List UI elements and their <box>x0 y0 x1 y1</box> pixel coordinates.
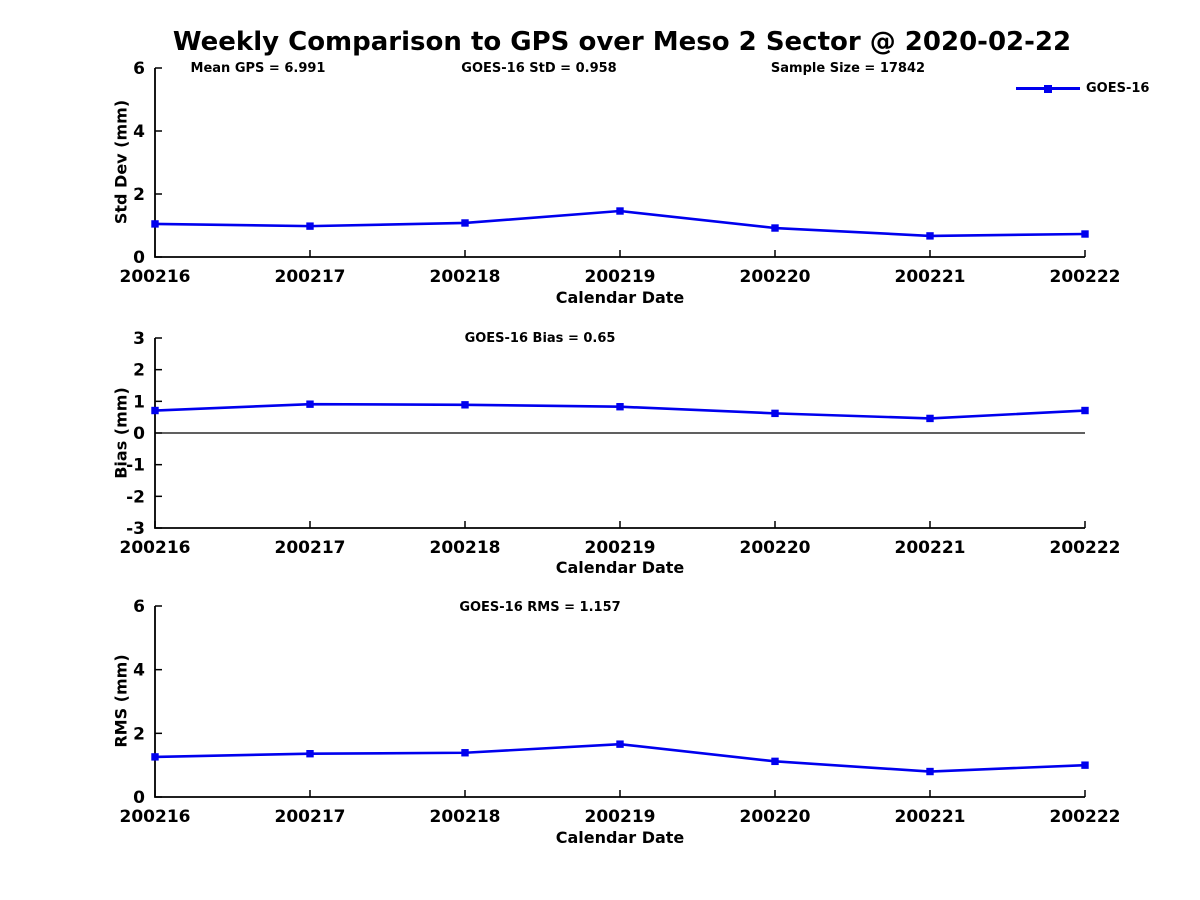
legend-line-sample <box>1016 84 1080 93</box>
std-dev-x-tick-label: 200220 <box>740 267 811 287</box>
rms-y-tick-label: 6 <box>133 597 145 617</box>
rms-x-tick-label: 200220 <box>740 807 811 827</box>
bias-y-tick-label: 2 <box>133 361 145 381</box>
std-dev-x-tick-label: 200221 <box>895 267 966 287</box>
bias-data-point-marker <box>771 409 779 418</box>
std-dev-data-point-marker <box>771 224 779 232</box>
std-dev-chart: 0 2 4 6 200216 200217 200218 200219 200220 200221… <box>120 59 1121 287</box>
legend: GOES-16 <box>1016 81 1149 96</box>
bias-x-tick-label: 200219 <box>585 538 656 558</box>
std-dev-y-tick-label: 6 <box>133 59 145 79</box>
bias-x-tick-label: 200222 <box>1050 538 1121 558</box>
rms-y-tick-label: 0 <box>133 788 145 808</box>
rms-x-tick-label: 200216 <box>120 807 191 827</box>
legend-square-marker-icon <box>1044 84 1052 93</box>
rms-data-point-marker <box>771 757 779 766</box>
bias-chart: -3 -2 -1 0 1 2 3 200216 200217 200218 200219 200220… <box>120 329 1121 558</box>
rms-panel-title: GOES-16 RMS = 1.157 <box>459 600 621 615</box>
rms-x-tick-label: 200219 <box>585 807 656 827</box>
legend-label: GOES-16 <box>1086 81 1150 96</box>
rms-x-tick-label: 200218 <box>430 807 501 827</box>
rms-x-tick-label: 200222 <box>1050 807 1121 827</box>
std-dev-data-point-marker <box>1081 230 1089 238</box>
bias-y-tick-label: -1 <box>126 456 145 476</box>
stat-mean-gps: Mean GPS = 6.991 <box>190 61 326 76</box>
bias-data-point-marker <box>616 403 624 411</box>
std-dev-y-axis-label: Std Dev (mm) <box>111 99 131 225</box>
bias-x-axis-label: Calendar Date <box>555 558 685 577</box>
bias-data-point-marker <box>1081 406 1089 415</box>
bias-x-tick-label: 200216 <box>120 538 191 558</box>
rms-data-point-marker <box>306 750 314 758</box>
std-dev-x-tick-label: 200218 <box>430 267 501 287</box>
stat-goes16-std: GOES-16 StD = 0.958 <box>461 61 617 76</box>
bias-data-point-marker <box>306 400 314 408</box>
rms-data-point-marker <box>461 749 469 757</box>
std-dev-axes-spines <box>154 68 1085 258</box>
std-dev-data-point-marker <box>616 207 624 215</box>
stat-sample-size: Sample Size = 17842 <box>770 61 926 76</box>
std-dev-y-tick-label: 4 <box>133 122 145 142</box>
bias-y-tick-label: -2 <box>126 487 145 507</box>
std-dev-x-tick-label: 200217 <box>275 267 346 287</box>
rms-data-point-marker <box>151 753 159 761</box>
bias-y-axis-label: Bias (mm) <box>111 387 131 479</box>
bias-y-tick-label: 1 <box>133 392 145 412</box>
std-dev-data-point-marker <box>926 232 934 240</box>
bias-y-tick-label: -3 <box>126 519 145 539</box>
std-dev-x-axis-label: Calendar Date <box>555 288 685 307</box>
std-dev-x-tick-label: 200222 <box>1050 267 1121 287</box>
bias-data-point-marker <box>926 414 934 423</box>
std-dev-x-tick-label: 200216 <box>120 267 191 287</box>
bias-x-tick-label: 200217 <box>275 538 346 558</box>
rms-x-axis-label: Calendar Date <box>555 828 685 847</box>
std-dev-data-point-marker <box>461 219 469 227</box>
bias-data-point-marker <box>151 406 159 415</box>
rms-data-point-marker <box>1081 761 1089 769</box>
std-dev-data-point-marker <box>151 220 159 228</box>
rms-data-point-marker <box>926 767 934 776</box>
std-dev-goes16-line <box>154 209 1086 238</box>
rms-x-tick-label: 200217 <box>275 807 346 827</box>
bias-y-tick-label: 3 <box>133 329 145 349</box>
bias-data-point-marker <box>461 401 469 409</box>
rms-y-tick-label: 4 <box>133 661 145 681</box>
std-dev-x-tick-label: 200219 <box>585 267 656 287</box>
bias-panel-title: GOES-16 Bias = 0.65 <box>464 331 616 346</box>
rms-y-axis-label: RMS (mm) <box>111 654 131 748</box>
std-dev-data-point-marker <box>306 222 314 230</box>
rms-x-tick-label: 200221 <box>895 807 966 827</box>
page-title: Weekly Comparison to GPS over Meso 2 Sec… <box>172 27 1072 57</box>
bias-x-tick-label: 200220 <box>740 538 811 558</box>
bias-x-tick-label: 200218 <box>430 538 501 558</box>
bias-y-tick-label: 0 <box>133 424 145 444</box>
rms-chart: 0 2 4 6 200216 200217 200218 200219 200220 200221… <box>120 597 1121 827</box>
std-dev-y-tick-label: 2 <box>133 185 145 205</box>
rms-y-tick-label: 2 <box>133 724 145 744</box>
bias-x-tick-label: 200221 <box>895 538 966 558</box>
std-dev-y-tick-label: 0 <box>133 248 145 268</box>
rms-data-point-marker <box>616 740 624 748</box>
rms-axes-spines <box>154 606 1085 798</box>
rms-goes16-line <box>154 742 1086 773</box>
